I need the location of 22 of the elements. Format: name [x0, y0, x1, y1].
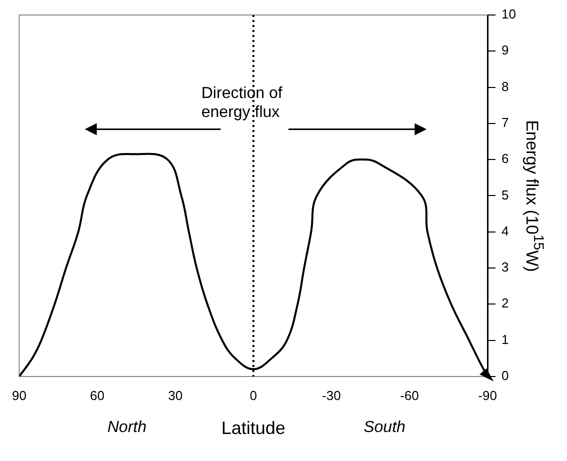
- x-tick-label: 60: [90, 388, 105, 403]
- y-tick-label: 6: [502, 151, 509, 166]
- y-tick-label: 9: [502, 42, 509, 58]
- y-tick-label: 4: [502, 223, 509, 238]
- text: South: [364, 419, 406, 438]
- x-tick-label: 0: [250, 388, 257, 403]
- x-tick-label: -30: [322, 388, 341, 403]
- x-tick-label: -60: [400, 388, 419, 403]
- y-tick-label: 7: [502, 115, 509, 130]
- y-tick-label: 0: [502, 368, 509, 383]
- y-tick-label: 5: [502, 187, 509, 202]
- x-axis-title: Latitude: [221, 418, 286, 440]
- x-tick-label: 30: [168, 388, 183, 403]
- y-tick-label: 3: [502, 260, 509, 275]
- y-tick-label: 8: [502, 78, 509, 94]
- y-tick-label: 2: [502, 296, 509, 311]
- y-tick-label: 10: [502, 6, 516, 22]
- x-tick-label: 90: [12, 388, 26, 403]
- annotation: Direction of energy flux: [201, 84, 284, 122]
- y-tick-label: 1: [502, 332, 509, 347]
- text: North: [107, 419, 146, 438]
- x-tick-label: -90: [478, 388, 497, 403]
